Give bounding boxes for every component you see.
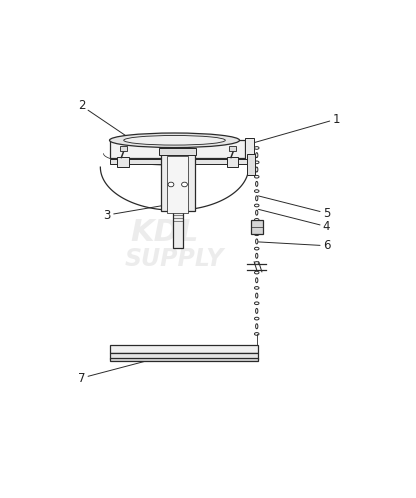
Text: 1: 1 xyxy=(242,113,340,146)
Bar xyxy=(110,346,258,353)
Ellipse shape xyxy=(255,210,258,215)
Text: 4: 4 xyxy=(258,209,330,233)
Bar xyxy=(159,148,196,155)
Bar xyxy=(110,140,245,157)
Bar xyxy=(245,138,255,159)
Text: 6: 6 xyxy=(258,239,330,252)
Ellipse shape xyxy=(255,333,259,335)
Ellipse shape xyxy=(255,146,259,149)
Ellipse shape xyxy=(255,308,258,313)
Bar xyxy=(173,211,183,248)
Ellipse shape xyxy=(255,261,259,264)
Text: 2: 2 xyxy=(78,99,133,140)
Ellipse shape xyxy=(255,161,259,164)
Ellipse shape xyxy=(100,116,249,219)
Ellipse shape xyxy=(255,225,258,230)
Bar xyxy=(247,154,255,175)
Ellipse shape xyxy=(109,133,240,147)
Text: 5: 5 xyxy=(258,196,330,220)
Text: SUPPLY: SUPPLY xyxy=(125,247,224,271)
Bar xyxy=(110,159,255,164)
Ellipse shape xyxy=(124,135,225,145)
Ellipse shape xyxy=(255,253,258,258)
Ellipse shape xyxy=(255,239,258,244)
Text: 7: 7 xyxy=(78,357,162,384)
Ellipse shape xyxy=(182,182,188,187)
Bar xyxy=(167,156,188,213)
Ellipse shape xyxy=(168,182,174,187)
Ellipse shape xyxy=(255,196,258,201)
Ellipse shape xyxy=(255,293,258,298)
Bar xyxy=(110,359,258,361)
Ellipse shape xyxy=(255,317,259,320)
Bar xyxy=(117,157,129,167)
Text: KDL: KDL xyxy=(131,218,199,247)
Bar xyxy=(229,145,236,151)
Bar xyxy=(251,220,262,234)
Ellipse shape xyxy=(255,153,258,158)
Ellipse shape xyxy=(255,271,259,274)
Ellipse shape xyxy=(255,324,258,329)
Ellipse shape xyxy=(255,175,259,178)
Ellipse shape xyxy=(255,233,259,236)
Bar xyxy=(120,145,127,151)
Ellipse shape xyxy=(255,278,258,283)
Bar xyxy=(227,157,238,167)
Bar xyxy=(110,353,258,359)
Ellipse shape xyxy=(255,204,259,207)
Bar xyxy=(161,152,195,211)
Ellipse shape xyxy=(255,190,259,192)
Ellipse shape xyxy=(255,181,258,186)
Text: 3: 3 xyxy=(104,204,175,222)
Ellipse shape xyxy=(255,248,259,250)
Ellipse shape xyxy=(255,286,259,289)
Ellipse shape xyxy=(255,302,259,305)
Ellipse shape xyxy=(255,219,259,221)
Ellipse shape xyxy=(255,167,258,172)
